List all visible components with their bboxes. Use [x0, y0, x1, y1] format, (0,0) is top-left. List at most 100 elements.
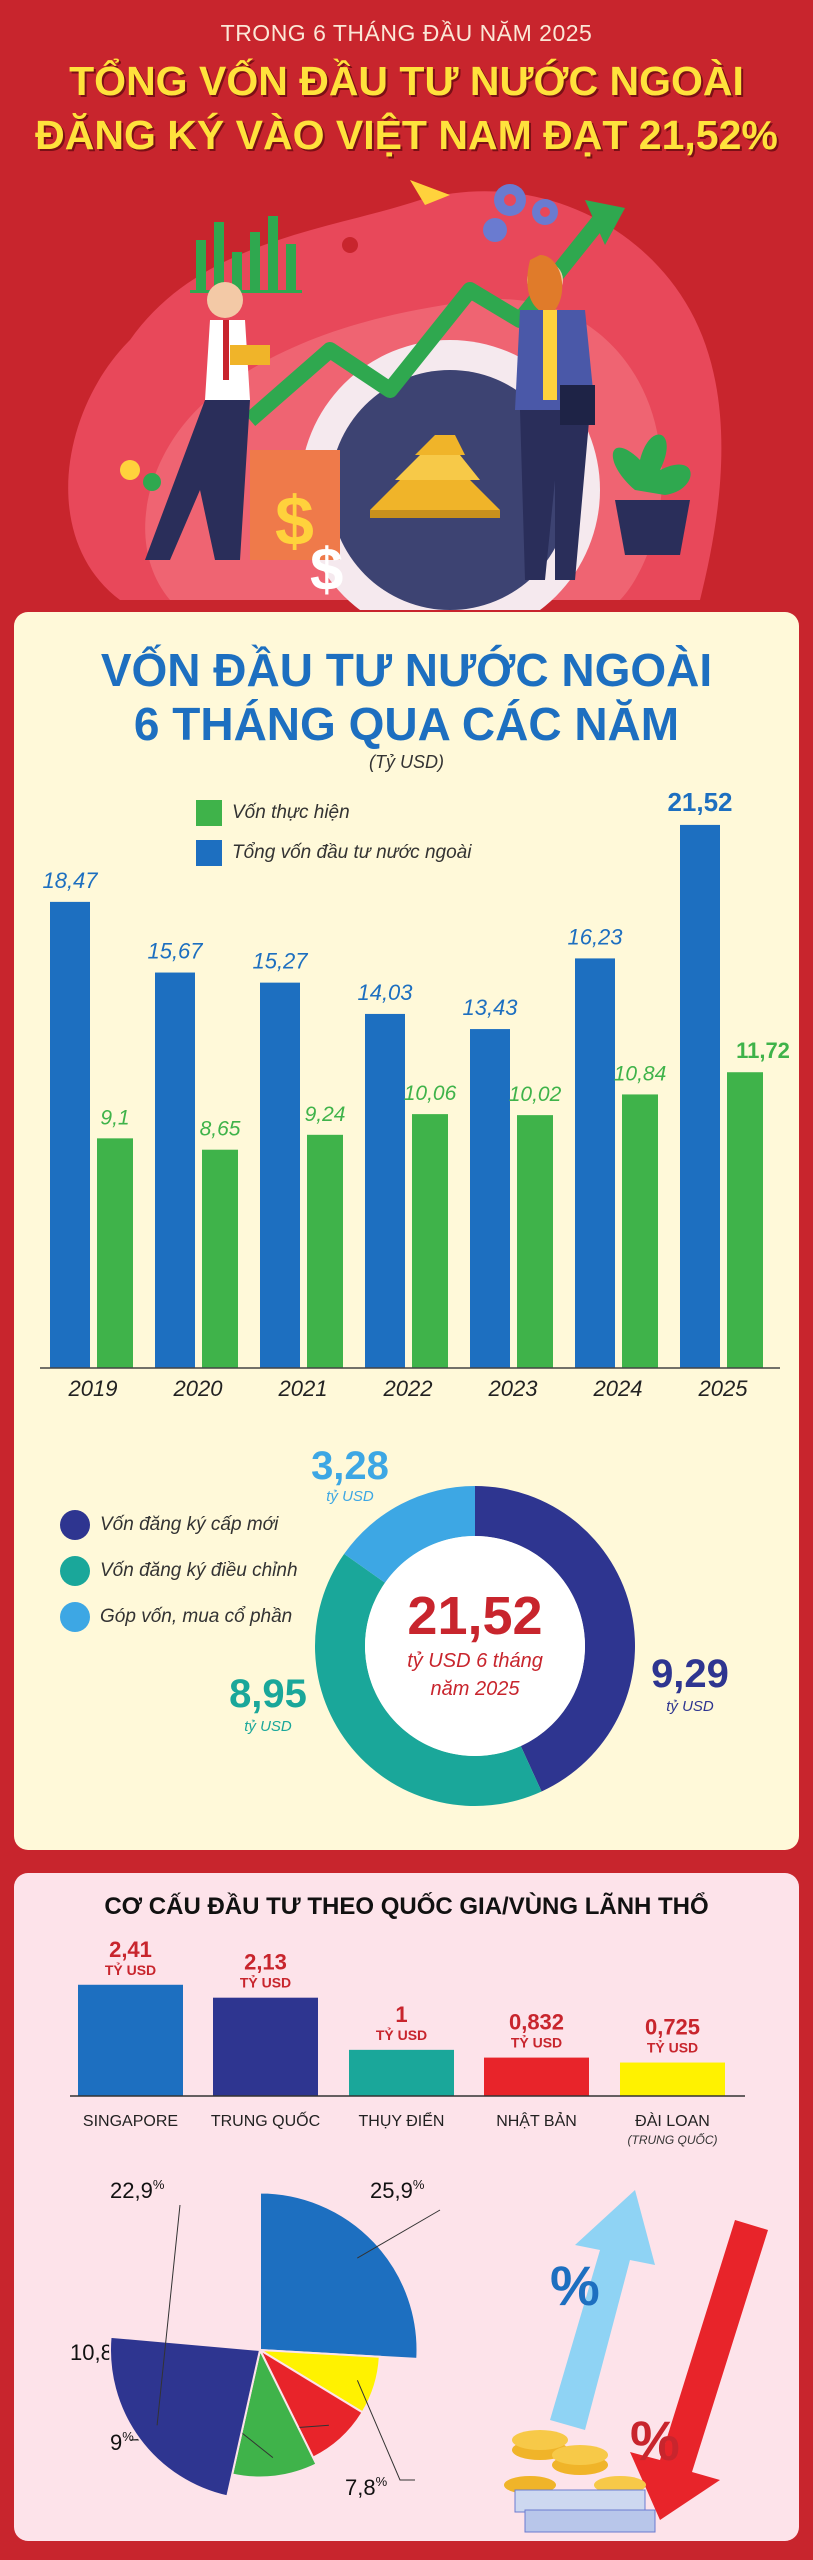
country-unit-4: TỶ USD: [647, 2040, 698, 2056]
bar-total-2021: [260, 982, 300, 1368]
bar-total-2024: [575, 958, 615, 1368]
percent-down-text: %: [630, 2409, 680, 2472]
x-tick-2025: 2025: [698, 1376, 749, 1401]
x-tick-2023: 2023: [488, 1376, 539, 1401]
data-label-total-2020: 15,67: [147, 939, 203, 964]
bar-realized-2023: [517, 1115, 553, 1368]
data-label-total-2021: 15,27: [252, 949, 308, 974]
donut-center-text-line1: tỷ USD 6 tháng: [407, 1650, 543, 1672]
donut-slice-1: [314, 1553, 542, 1806]
donut-center-value: 21,52: [407, 1586, 543, 1646]
gear-icon: [483, 184, 558, 242]
data-label-realized-2020: 8,65: [200, 1118, 241, 1141]
svg-text:$: $: [275, 482, 314, 560]
donut-legend-adjusted: Vốn đăng ký điều chỉnh: [100, 1560, 298, 1581]
country-bar-2: [349, 2049, 454, 2096]
data-label-realized-2022: 10,06: [404, 1082, 457, 1105]
donut-slice-0: [475, 1486, 636, 1792]
svg-text:$: $: [310, 536, 343, 603]
legend-swatch-realized: [196, 800, 222, 826]
donut-unit-new: tỷ USD: [666, 1698, 714, 1715]
data-label-realized-2025: 11,72: [736, 1038, 790, 1063]
fdi-donut-chart: [314, 1486, 636, 1806]
donut-legend-new: Vốn đăng ký cấp mới: [100, 1514, 279, 1535]
fdi-bar-chart: 18,47 9,1 2019 15,67 8,65 2020 15,27 9,24 2021 14…: [40, 787, 790, 1401]
country-bar-0: [78, 1984, 183, 2096]
pie-label-2: 9%: [110, 2429, 134, 2455]
bar-total-2020: [155, 972, 195, 1368]
cash-icon: [514, 2489, 656, 2533]
decor-dot-icon: [342, 237, 358, 253]
header-title-line2: ĐĂNG KÝ VÀO VIỆT NAM ĐẠT 21,52%: [35, 112, 778, 158]
country-label-0: SINGAPORE: [83, 2113, 178, 2130]
pie-percent-sign: %: [376, 2474, 388, 2489]
pie-percent-sign: %: [153, 2177, 165, 2192]
data-label-realized-2019: 9,1: [100, 1106, 129, 1129]
country-label-2: THỤY ĐIỂN: [359, 2111, 445, 2130]
donut-center-text-line2: năm 2025: [430, 1678, 520, 1700]
pie-label-1: 7,8%: [345, 2474, 388, 2500]
country-value-4: 0,725: [645, 2015, 700, 2040]
header-title-line1: TỔNG VỐN ĐẦU TƯ NƯỚC NGOÀI: [69, 58, 744, 104]
bar-realized-2020: [202, 1149, 238, 1368]
country-value-3: 0,832: [509, 2010, 564, 2035]
country-chart-title: CƠ CẤU ĐẦU TƯ THEO QUỐC GIA/VÙNG LÃNH TH…: [104, 1893, 709, 1920]
pie-leader-0: [357, 2209, 441, 2259]
paper-plane-icon: [410, 180, 450, 205]
pie-percent-sign: %: [122, 2429, 134, 2444]
country-label-3: NHẬT BẢN: [496, 2111, 577, 2130]
legend-swatch-total: [196, 840, 222, 866]
chart-unit: (Tỷ USD): [369, 752, 444, 772]
chart-bars-icon: [190, 216, 302, 293]
data-label-total-2024: 16,23: [567, 924, 623, 949]
decor-dot-icon: [120, 460, 140, 480]
hero-illustration: $ $: [68, 180, 722, 610]
percent-up-text: %: [550, 2254, 600, 2317]
x-tick-2019: 2019: [68, 1376, 118, 1401]
donut-unit-adjusted: tỷ USD: [244, 1718, 292, 1735]
country-pie-chart: 25,9%7,8%9%10,8%22,9%: [70, 2177, 441, 2500]
country-note-4: (TRUNG QUỐC): [628, 2132, 718, 2147]
arrow-up-icon: [550, 2190, 655, 2430]
donut-value-adjusted: 8,95: [229, 1672, 307, 1716]
country-unit-1: TỶ USD: [240, 1975, 291, 1991]
decor-dot-icon: [143, 473, 161, 491]
x-tick-2024: 2024: [593, 1376, 643, 1401]
country-unit-0: TỶ USD: [105, 1962, 156, 1978]
chart-title-line1: VỐN ĐẦU TƯ NƯỚC NGOÀI: [100, 644, 713, 696]
bar-total-2023: [470, 1029, 510, 1368]
donut-hole: [365, 1536, 585, 1756]
x-tick-2020: 2020: [173, 1376, 224, 1401]
country-label-1: TRUNG QUỐC: [211, 2110, 320, 2130]
country-value-2: 1: [395, 2002, 407, 2027]
coins-icon: [504, 2430, 646, 2494]
data-label-total-2025: 21,52: [667, 787, 732, 817]
legend-label-realized: Vốn thực hiện: [232, 802, 350, 823]
donut-legend-dot-new: [60, 1510, 90, 1540]
dollar-sign-icon: $ $: [250, 450, 343, 603]
pie-leader-1: [356, 2380, 415, 2481]
country-value-1: 2,13: [244, 1950, 287, 1975]
country-bar-3: [484, 2057, 589, 2096]
gold-bars-icon: [370, 435, 500, 518]
x-tick-2021: 2021: [278, 1376, 328, 1401]
pie-label-4: 22,9%: [110, 2177, 165, 2203]
bar-realized-2024: [622, 1094, 658, 1368]
bar-total-2022: [365, 1013, 405, 1368]
donut-legend-dot-capital: [60, 1602, 90, 1632]
data-label-total-2019: 18,47: [42, 868, 98, 893]
legend-label-total: Tổng vốn đầu tư nước ngoài: [232, 842, 472, 863]
pie-label-0: 25,9%: [370, 2177, 425, 2203]
bar-realized-2021: [307, 1134, 343, 1368]
arrow-down-icon: [630, 2220, 768, 2520]
pie-slice-0: [259, 2191, 419, 2360]
donut-unit-capital: tỷ USD: [326, 1488, 374, 1505]
country-value-0: 2,41: [109, 1937, 152, 1962]
data-label-total-2023: 13,43: [462, 995, 518, 1020]
donut-value-new: 9,29: [651, 1652, 729, 1696]
country-unit-2: TỶ USD: [376, 2027, 427, 2043]
percent-decoration: % %: [504, 2190, 768, 2533]
bar-realized-2025: [727, 1072, 763, 1368]
country-label-4: ĐÀI LOAN: [635, 2111, 710, 2130]
